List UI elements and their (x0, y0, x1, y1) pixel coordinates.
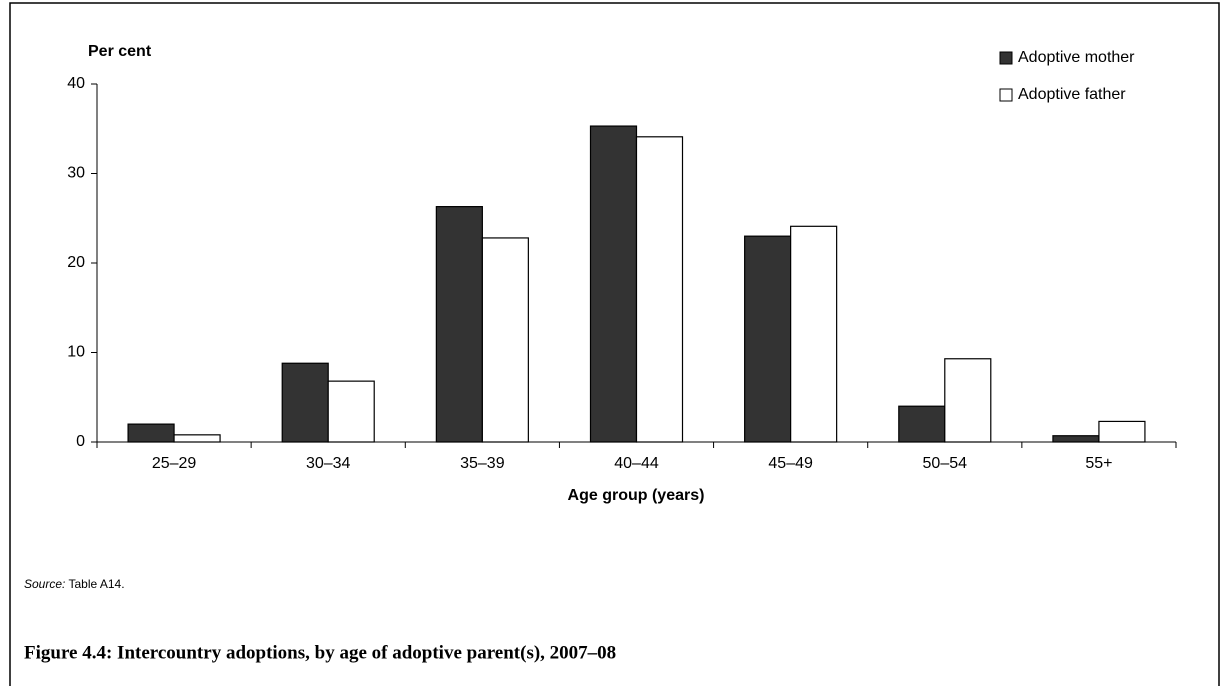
y-tick-label: 0 (76, 433, 85, 450)
x-tick-label: 35–39 (460, 455, 505, 472)
legend-swatch (999, 88, 1013, 102)
source: Source: Table A14. (24, 577, 125, 591)
frame (9, 2, 1220, 686)
y-tick-label: 20 (67, 254, 85, 271)
bar (327, 380, 375, 443)
x-tick-label: 50–54 (923, 455, 968, 472)
y-axis-label: Per cent (88, 43, 152, 60)
legend-label: Adoptive father (1018, 86, 1126, 103)
x-tick-label: 30–34 (306, 455, 351, 472)
y-tick-label: 30 (67, 165, 85, 182)
bar (435, 206, 483, 443)
bar (744, 235, 792, 443)
source-text: Table A14. (68, 577, 124, 591)
bar (790, 225, 838, 443)
bar (589, 125, 638, 443)
source-label: Source: (24, 577, 65, 591)
bar (481, 237, 529, 443)
bar (1052, 435, 1100, 443)
bar (173, 434, 221, 443)
x-tick-label: 55+ (1085, 455, 1112, 472)
y-tick-label: 40 (67, 75, 85, 92)
bar (1098, 420, 1146, 443)
legend-label: Adoptive mother (1018, 49, 1135, 66)
bar (127, 423, 175, 443)
x-tick-label: 40–44 (614, 455, 659, 472)
bar (281, 362, 329, 443)
bar (635, 136, 684, 443)
x-tick-label: 45–49 (768, 455, 813, 472)
chart-title: Figure 4.4: Intercountry adoptions, by a… (24, 642, 616, 663)
legend-swatch (999, 51, 1013, 65)
y-tick-label: 10 (67, 344, 85, 361)
bar (944, 358, 992, 443)
x-axis-label: Age group (years) (568, 487, 705, 504)
bar (898, 405, 946, 443)
x-tick-label: 25–29 (152, 455, 197, 472)
